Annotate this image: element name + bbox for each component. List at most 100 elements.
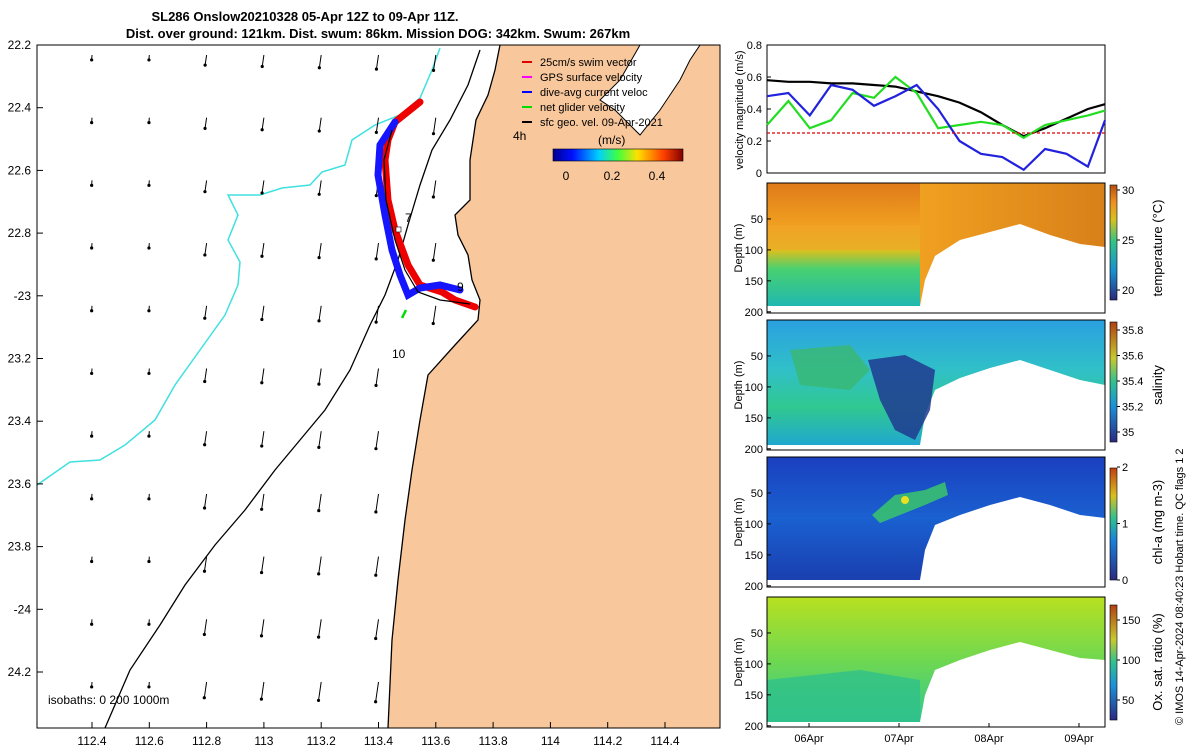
section-depth-tick-label: 200 [745, 721, 763, 733]
current-vector-head [431, 195, 435, 199]
current-vector-head [317, 66, 321, 70]
map-y-tick-label: 22.6 [8, 163, 32, 177]
current-vector [375, 54, 379, 70]
title-line2: Dist. over ground: 121km. Dist. swum: 86… [126, 26, 630, 41]
map-y-tick-label: 24.2 [8, 665, 32, 679]
legend-net-velocity: net glider velocity [540, 102, 625, 114]
time-tick-label: 08Apr [974, 733, 1004, 745]
current-vector-head [90, 622, 94, 626]
map-colorbar [552, 148, 684, 162]
current-vector [318, 305, 322, 321]
oxygen-section [766, 596, 1118, 728]
chlorophyll-section [766, 456, 1118, 588]
legend-dive-avg: dive-avg current veloc [540, 87, 648, 99]
current-vector-head [374, 510, 378, 514]
current-vector [203, 681, 208, 698]
velocity-frame [766, 44, 1106, 174]
credit-text: © IMOS 14-Apr-2024 08:40:23 Hobart time.… [1174, 448, 1186, 725]
island-coast [599, 44, 701, 136]
velocity-panel: 0 0.2 0.4 0.6 0.8 velocity magnitude (m/s) [734, 40, 1107, 180]
map-y-tick-label: -23 [14, 289, 32, 303]
current-vector-head [260, 444, 264, 448]
current-vector-head [317, 382, 321, 386]
map-y-tick-label: 22.8 [8, 226, 32, 240]
map-x-tick-label: 113.2 [307, 734, 336, 748]
current-vector [318, 681, 322, 701]
velocity-y-tick-label: 0 [756, 168, 762, 180]
current-vector-head [90, 309, 94, 313]
current-vector-head [147, 371, 151, 376]
current-vector [261, 431, 265, 447]
colorbar-label: chl-a (mg m-3) [1150, 480, 1165, 565]
current-vector [261, 180, 265, 194]
section-depth-tick-label: 150 [745, 413, 763, 425]
velocity-y-tick-label: 0.6 [747, 72, 762, 84]
current-vector [375, 117, 379, 133]
current-vector-head [203, 443, 207, 447]
current-vector [375, 619, 379, 639]
current-vector-head [374, 447, 378, 451]
day-label-10: 10 [392, 347, 406, 361]
current-vector-head [374, 320, 378, 324]
current-vector-head [317, 572, 321, 576]
map-x-axis: 112.4 112.6 112.8 113 113.2 113.4 113.6 113.8 11… [77, 722, 680, 748]
current-vector [375, 431, 379, 449]
map-cb-tick-0: 0 [563, 169, 570, 183]
temperature-warm-layer [767, 225, 920, 250]
map-x-tick-label: 112.4 [77, 734, 106, 748]
current-vector-head [259, 634, 264, 638]
temperature-section [766, 182, 1118, 314]
current-vector-head [317, 509, 321, 513]
section-depth-tick-label: 100 [745, 382, 763, 394]
time-tick-label: 09Apr [1064, 733, 1094, 745]
section-depth-tick-label: 150 [745, 276, 763, 288]
colorbar-tick-label: 2 [1122, 462, 1128, 474]
current-vector [375, 368, 379, 386]
current-vector-head [374, 67, 379, 71]
section-depth-tick-label: 200 [745, 444, 763, 456]
current-vector-head [202, 696, 206, 700]
isobath-200 [104, 49, 481, 729]
current-vector-head [90, 246, 94, 250]
map-y-tick-label: 23.8 [8, 540, 32, 554]
time-tick-label: 07Apr [884, 733, 914, 745]
current-vector [204, 243, 208, 256]
current-vector [433, 54, 437, 71]
day-label-7: 7 [405, 211, 412, 225]
colorbar-tick-label: 1 [1122, 519, 1128, 531]
section-depth-tick-label: 200 [745, 581, 763, 593]
current-vector-head [317, 192, 321, 196]
current-vector [318, 431, 322, 448]
salinity-section [766, 319, 1118, 451]
map-y-tick-label: 23.2 [8, 352, 32, 366]
current-vector [432, 305, 437, 324]
current-vector [261, 493, 265, 510]
chlorophyll-field [767, 457, 1105, 580]
isobath-0 [387, 44, 501, 729]
current-vector [204, 180, 208, 192]
current-vector-head [203, 379, 207, 384]
current-vector-head [374, 636, 378, 641]
current-vector-head [90, 371, 94, 376]
day-label-9: 9 [457, 280, 464, 294]
colorbar-tick-label: 100 [1122, 655, 1140, 667]
velocity-series-line [766, 75, 1106, 140]
map-x-tick-label: 112.6 [135, 734, 164, 748]
current-vector-head [147, 121, 151, 125]
chlorophyll-peak [901, 496, 909, 504]
section-depth-label: Depth (m) [733, 638, 745, 687]
track-black [383, 129, 471, 305]
current-vector-head [90, 121, 94, 125]
map-y-tick-label: -24 [14, 602, 32, 616]
current-vector [204, 117, 208, 129]
colorbar-tick-label: 25 [1122, 235, 1134, 247]
current-vector [318, 556, 322, 574]
colorbar-tick-label: 35.4 [1122, 376, 1143, 388]
cyan-contour [36, 47, 441, 486]
net-velocity-arrow [400, 309, 408, 319]
current-vector-head [374, 130, 378, 134]
title-line1: SL286 Onslow20210328 05-Apr 12Z to 09-Ap… [151, 9, 458, 24]
colorbar-tick-label: 35.2 [1122, 402, 1143, 414]
